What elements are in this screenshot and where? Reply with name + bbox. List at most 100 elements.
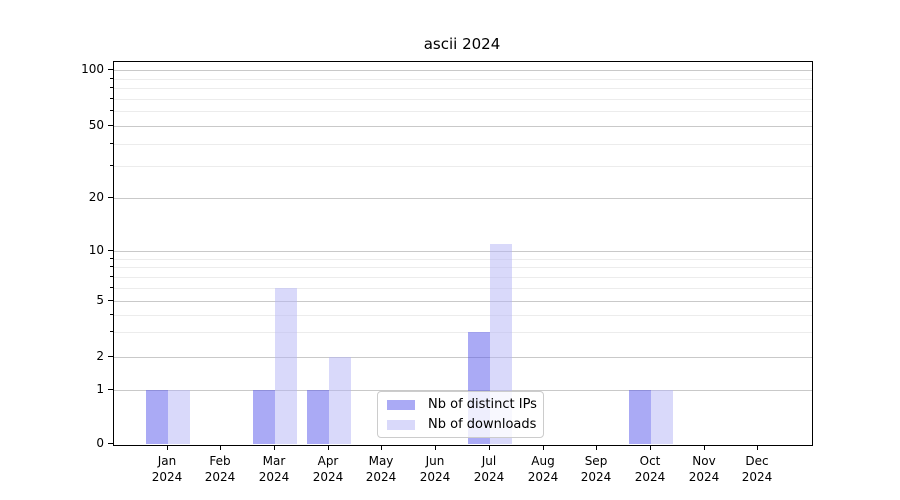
legend-swatch-downloads [387,419,415,430]
y-tick-label-0: 0 [96,436,104,450]
x-tick-mark-jan [167,445,168,450]
y-tick-mark-minor-3 [110,331,113,332]
y-tick-mark-minor-4 [110,314,113,315]
x-tick-label-aug: Aug 2024 [511,453,575,485]
chart-title: ascii 2024 [423,35,501,53]
x-tick-label-may: May 2024 [349,453,413,485]
gridline-minor-60 [114,111,812,112]
gridline-major-50 [114,126,812,127]
x-tick-year: 2024 [688,470,720,484]
bar-distinct-ips-apr [307,390,329,444]
y-tick-mark-minor-30 [110,165,113,166]
x-tick-mark-may [381,445,382,450]
x-tick-month: Apr [317,454,339,468]
gridline-major-100 [114,70,812,71]
x-tick-label-jan: Jan 2024 [135,453,199,485]
gridline-minor-3 [114,332,812,333]
x-tick-year: 2024 [741,470,773,484]
bar-downloads-apr [329,357,351,444]
x-tick-label-apr: Apr 2024 [296,453,360,485]
y-tick-mark-5 [108,300,113,301]
y-tick-label-10: 10 [88,243,104,257]
x-tick-mark-aug [543,445,544,450]
bar-downloads-mar [275,288,297,444]
gridline-minor-7 [114,277,812,278]
y-tick-label-5: 5 [96,293,104,307]
gridline-minor-8 [114,267,812,268]
x-tick-month: Mar [262,454,286,468]
x-tick-year: 2024 [419,470,451,484]
bar-distinct-ips-oct [629,390,651,444]
x-tick-mark-sep [596,445,597,450]
bar-downloads-jan [168,390,190,444]
x-tick-label-jun: Jun 2024 [403,453,467,485]
legend-label-downloads: Nb of downloads [428,417,537,432]
gridline-major-10 [114,251,812,252]
y-tick-label-2: 2 [96,349,104,363]
x-tick-year: 2024 [151,470,183,484]
y-tick-label-50: 50 [88,118,104,132]
x-tick-label-dec: Dec 2024 [725,453,789,485]
y-tick-mark-10 [108,250,113,251]
x-tick-month: Aug [531,454,555,468]
y-tick-mark-minor-60 [110,110,113,111]
x-tick-month: Oct [639,454,661,468]
legend: Nb of distinct IPs Nb of downloads [377,391,544,438]
x-tick-label-jul: Jul 2024 [457,453,521,485]
x-tick-year: 2024 [312,470,344,484]
x-tick-mark-feb [220,445,221,450]
x-tick-mark-jul [489,445,490,450]
legend-swatch-distinct-ips [387,399,415,410]
x-tick-month: Jul [481,454,497,468]
x-tick-month: Dec [745,454,769,468]
gridline-minor-30 [114,166,812,167]
y-tick-mark-minor-80 [110,87,113,88]
x-tick-month: Feb [209,454,231,468]
y-tick-mark-minor-6 [110,287,113,288]
x-tick-month: Jun [425,454,445,468]
plot-area [113,61,813,446]
x-tick-year: 2024 [580,470,612,484]
x-tick-month: Nov [692,454,716,468]
bar-distinct-ips-mar [253,390,275,444]
y-tick-mark-100 [108,69,113,70]
y-tick-mark-0 [108,443,113,444]
gridline-minor-4 [114,315,812,316]
gridline-minor-90 [114,79,812,80]
x-tick-label-sep: Sep 2024 [564,453,628,485]
y-tick-mark-20 [108,197,113,198]
legend-row-distinct-ips: Nb of distinct IPs [387,397,537,412]
y-tick-mark-minor-70 [110,98,113,99]
y-tick-mark-50 [108,125,113,126]
x-tick-mark-dec [757,445,758,450]
gridline-major-5 [114,301,812,302]
gridline-major-20 [114,198,812,199]
y-tick-mark-minor-90 [110,78,113,79]
y-tick-label-100: 100 [81,62,104,76]
gridline-minor-80 [114,88,812,89]
x-tick-mark-oct [650,445,651,450]
x-tick-year: 2024 [473,470,505,484]
legend-row-downloads: Nb of downloads [387,417,537,432]
x-tick-year: 2024 [258,470,290,484]
bar-downloads-oct [651,390,673,444]
x-tick-month: Jan [157,454,177,468]
x-tick-label-mar: Mar 2024 [242,453,306,485]
x-tick-mark-mar [274,445,275,450]
x-tick-year: 2024 [204,470,236,484]
x-tick-year: 2024 [527,470,559,484]
y-tick-mark-1 [108,389,113,390]
y-tick-mark-minor-8 [110,266,113,267]
y-tick-label-1: 1 [96,382,104,396]
gridline-minor-9 [114,259,812,260]
x-tick-mark-apr [328,445,329,450]
x-tick-month: May [368,454,394,468]
gridline-major-2 [114,357,812,358]
y-tick-label-20: 20 [88,190,104,204]
gridline-major-1 [114,390,812,391]
legend-label-distinct-ips: Nb of distinct IPs [428,397,537,412]
gridline-minor-40 [114,144,812,145]
x-tick-year: 2024 [365,470,397,484]
x-tick-mark-jun [435,445,436,450]
